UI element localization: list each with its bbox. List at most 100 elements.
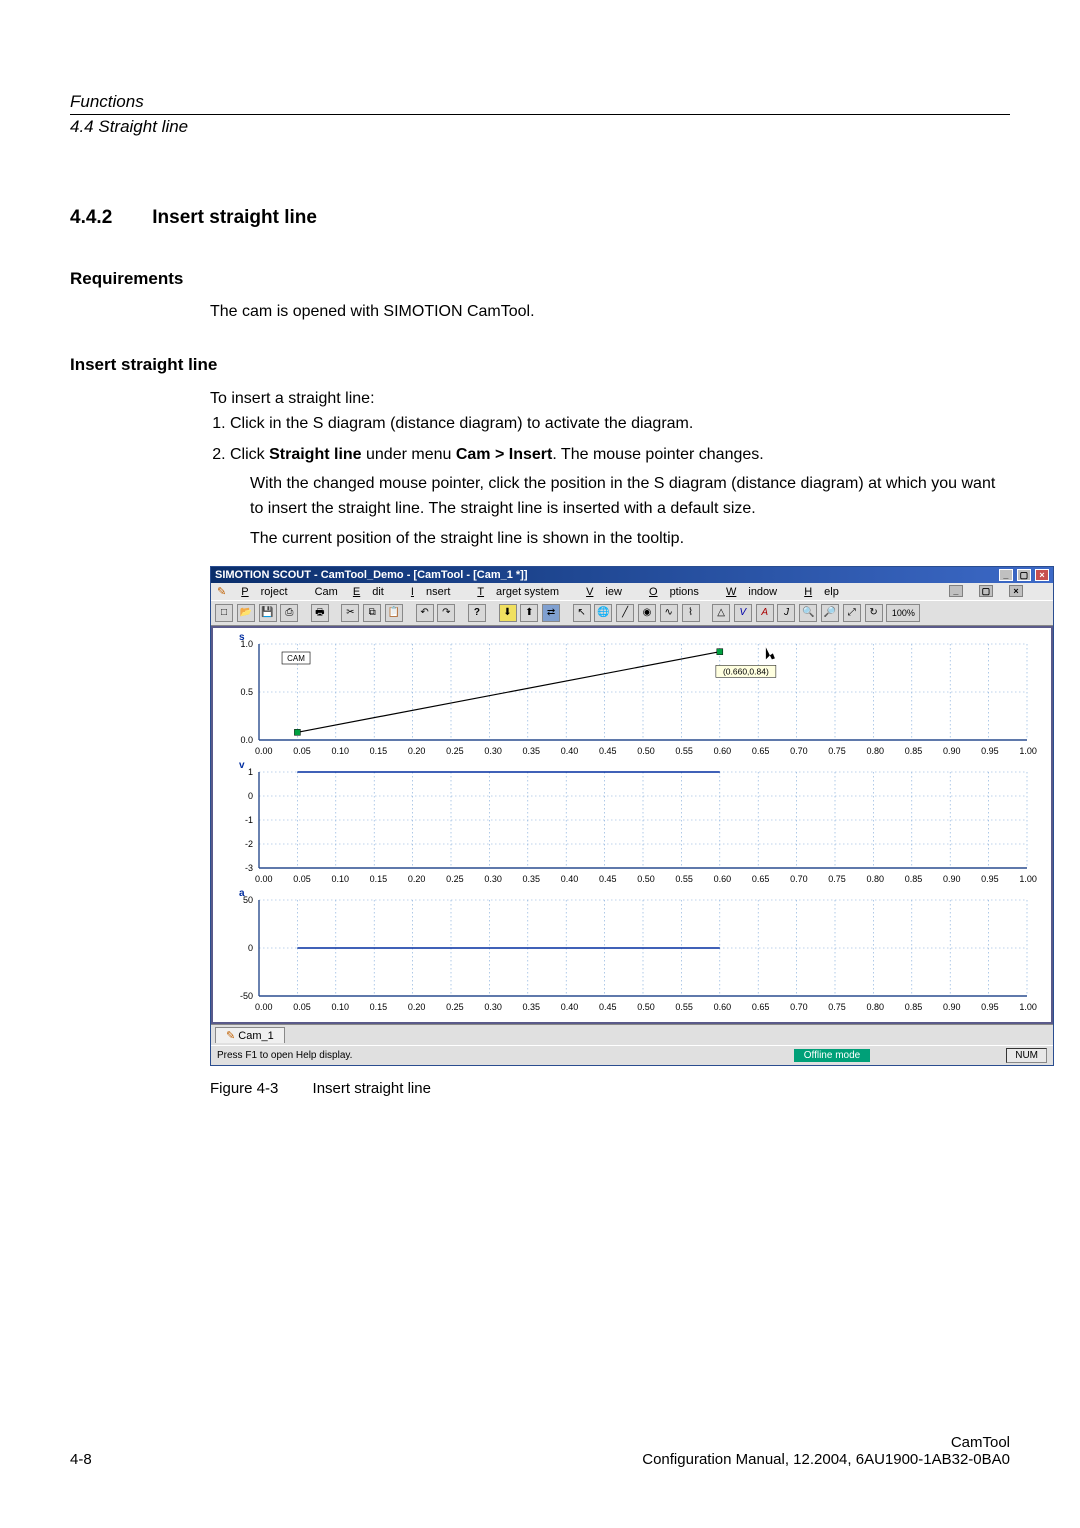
tb-zoom-level[interactable]: 100% [886, 604, 920, 622]
tb-undo[interactable]: ↶ [416, 604, 434, 622]
tab-cam1[interactable]: ✎ Cam_1 [215, 1027, 285, 1043]
tb-triangle[interactable]: △ [712, 604, 730, 622]
insert-intro: To insert a straight line: [210, 387, 1010, 412]
v-chart[interactable]: v 10-1-2-3 0.000.050.100.150.200.250.300… [221, 762, 1043, 884]
s-chart[interactable]: s 1.00.50.0CAM(0.660,0.84) 0.000.050.100… [221, 634, 1043, 756]
section-title: Insert straight line [152, 207, 317, 229]
tb-upload[interactable]: ⬆ [520, 604, 538, 622]
step-2: Click Straight line under menu Cam > Ins… [230, 443, 1010, 552]
s-label: s [239, 632, 245, 643]
tb-a[interactable]: A [756, 604, 774, 622]
menu-target[interactable]: Target system [477, 586, 571, 598]
tb-pointer[interactable]: ↖ [573, 604, 591, 622]
tb-copy[interactable]: ⧉ [363, 604, 381, 622]
titlebar: SIMOTION SCOUT - CamTool_Demo - [CamTool… [211, 567, 1053, 583]
step-2-body: With the changed mouse pointer, click th… [250, 472, 1010, 522]
tb-refresh[interactable]: ↻ [865, 604, 883, 622]
chart-area: s 1.00.50.0CAM(0.660,0.84) 0.000.050.100… [211, 626, 1053, 1024]
insert-heading: Insert straight line [70, 355, 1010, 375]
requirements-text: The cam is opened with SIMOTION CamTool. [210, 301, 1010, 323]
a-label: a [239, 888, 245, 899]
toolbar: □ 📂 💾 ⎙ 🖶 ✂ ⧉ 📋 ↶ ↷ ? ⬇ ⬆ ⇄ ↖ 🌐 ╱ ◉ ∿ ⌇ [211, 600, 1053, 626]
menubar: _ ▢ × ✎ Project Cam Edit Insert Target s… [211, 583, 1053, 600]
tab-icon: ✎ [226, 1030, 235, 1042]
tb-paste[interactable]: 📋 [385, 604, 403, 622]
minimize-button[interactable]: _ [999, 569, 1013, 581]
tb-line[interactable]: ╱ [616, 604, 634, 622]
svg-text:0.5: 0.5 [240, 687, 253, 697]
status-help: Press F1 to open Help display. [217, 1050, 352, 1061]
app-window: SIMOTION SCOUT - CamTool_Demo - [CamTool… [210, 566, 1054, 1066]
v-svg: 10-1-2-3 [221, 762, 1035, 872]
figure-text: Insert straight line [313, 1080, 431, 1097]
footer-product: CamTool [642, 1434, 1010, 1451]
screenshot: SIMOTION SCOUT - CamTool_Demo - [CamTool… [210, 566, 1054, 1066]
section-number: 4.4.2 [70, 207, 112, 229]
tb-print[interactable]: 🖶 [311, 604, 329, 622]
menu-window[interactable]: Window [726, 586, 789, 598]
mdi-close[interactable]: × [1009, 585, 1023, 597]
section-heading: 4.4.2 Insert straight line [70, 207, 1010, 229]
footer-manual: Configuration Manual, 12.2004, 6AU1900-1… [642, 1451, 1010, 1468]
step-1: Click in the S diagram (distance diagram… [230, 412, 1010, 437]
tb-open[interactable]: 📂 [237, 604, 255, 622]
mdi-minimize[interactable]: _ [949, 585, 963, 597]
statusbar: Press F1 to open Help display. Offline m… [211, 1045, 1053, 1065]
page-header-top: Functions [70, 92, 1010, 112]
tb-download[interactable]: ⬇ [499, 604, 517, 622]
window-buttons: _ ▢ × [998, 569, 1049, 581]
svg-text:-3: -3 [245, 863, 253, 872]
menu-help[interactable]: Help [804, 586, 851, 598]
tb-curve[interactable]: ∿ [660, 604, 678, 622]
menu-options[interactable]: Options [649, 586, 711, 598]
svg-text:CAM: CAM [287, 654, 305, 663]
tb-save[interactable]: 💾 [259, 604, 277, 622]
tb-zoomout[interactable]: 🔎 [821, 604, 839, 622]
svg-text:0: 0 [248, 791, 253, 801]
close-button[interactable]: × [1035, 569, 1049, 581]
s-xticks: 0.000.050.100.150.200.250.300.350.400.45… [221, 746, 1043, 756]
svg-text:-1: -1 [245, 815, 253, 825]
v-label: v [239, 760, 245, 771]
cam-icon: ✎ [217, 586, 226, 598]
tb-zoomin[interactable]: 🔍 [799, 604, 817, 622]
tb-point[interactable]: ◉ [638, 604, 656, 622]
tb-cut[interactable]: ✂ [341, 604, 359, 622]
tb-help[interactable]: ? [468, 604, 486, 622]
tb-redo[interactable]: ↷ [437, 604, 455, 622]
tb-j[interactable]: J [777, 604, 795, 622]
mdi-restore[interactable]: ▢ [979, 585, 993, 597]
v-xticks: 0.000.050.100.150.200.250.300.350.400.45… [221, 874, 1043, 884]
status-num: NUM [1006, 1048, 1047, 1063]
menu-insert[interactable]: Insert [411, 586, 463, 598]
tb-poly[interactable]: ⌇ [682, 604, 700, 622]
svg-text:0.0: 0.0 [240, 735, 253, 744]
a-svg: 500-50 [221, 890, 1035, 1000]
maximize-button[interactable]: ▢ [1017, 569, 1031, 581]
a-chart[interactable]: a 500-50 0.000.050.100.150.200.250.300.3… [221, 890, 1043, 1012]
a-xticks: 0.000.050.100.150.200.250.300.350.400.45… [221, 1002, 1043, 1012]
step-2-body2: The current position of the straight lin… [250, 527, 1010, 552]
svg-text:(0.660,0.84): (0.660,0.84) [723, 667, 769, 677]
tb-new[interactable]: □ [215, 604, 233, 622]
insert-block: To insert a straight line: Click in the … [210, 387, 1010, 552]
tab-row: ✎ Cam_1 [211, 1024, 1053, 1045]
svg-text:-2: -2 [245, 839, 253, 849]
app-title: SIMOTION SCOUT - CamTool_Demo - [CamTool… [215, 569, 528, 581]
s-svg: 1.00.50.0CAM(0.660,0.84) [221, 634, 1035, 744]
tb-connect[interactable]: ⇄ [542, 604, 560, 622]
menu-view[interactable]: View [586, 586, 634, 598]
page-number: 4-8 [70, 1451, 92, 1468]
tb-fit[interactable]: ⤢ [843, 604, 861, 622]
header-rule [70, 114, 1010, 115]
tb-v[interactable]: V [734, 604, 752, 622]
menu-edit[interactable]: Edit [353, 586, 396, 598]
figure-caption: Figure 4-3 Insert straight line [210, 1080, 1010, 1097]
menu-project[interactable]: Project [241, 586, 299, 598]
page-header-sub: 4.4 Straight line [70, 117, 1010, 137]
status-mode: Offline mode [794, 1049, 871, 1062]
requirements-heading: Requirements [70, 269, 1010, 289]
tb-saveall[interactable]: ⎙ [280, 604, 298, 622]
tb-globe[interactable]: 🌐 [594, 604, 612, 622]
menu-cam[interactable]: Cam [315, 586, 338, 598]
